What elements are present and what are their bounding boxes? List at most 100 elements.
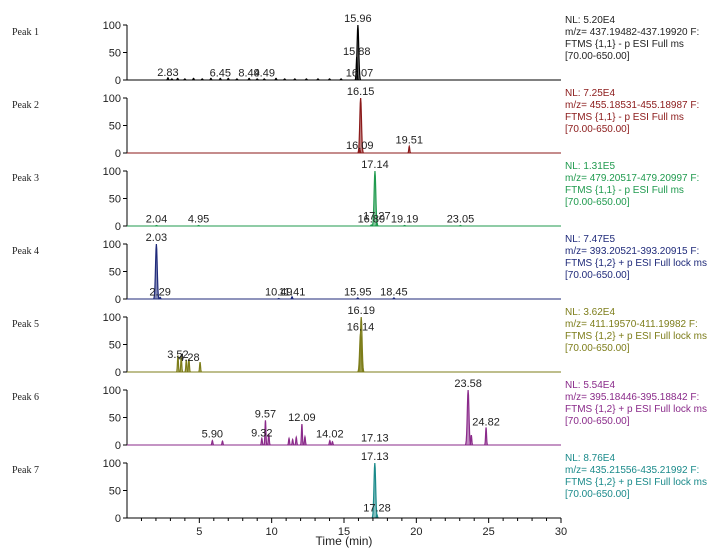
chromatogram-peak [153,243,160,299]
info-line: FTMS {1,2} + p ESI Full lock ms [565,331,707,342]
info-line: NL: 1.31E5 [565,161,615,172]
chromatogram-peak [200,78,204,81]
info-line: FTMS {1,2} + p ESI Full lock ms [565,404,707,415]
info-line: FTMS {1,1} - p ESI Full ms [565,185,684,196]
peak-rt-label: 14.02 [316,429,344,441]
y-tick-label: 100 [103,20,121,32]
chromatogram-peak [294,435,299,446]
chromatogram-peak [354,24,362,80]
info-line: [70.00-650.00] [565,197,630,208]
peak-rt-label: 4.28 [178,352,199,364]
peak-rt-label: 19.19 [391,213,419,225]
panel-title: Peak 4 [12,246,39,257]
y-tick-label: 0 [115,440,121,452]
chromatogram-peak [184,359,189,373]
chromatogram-peak [328,439,332,446]
info-line: NL: 3.62E4 [565,307,615,318]
chromatogram-peak [198,361,202,373]
peak-rt-label: 17.28 [363,503,391,515]
chromatogram-peak [235,78,239,81]
peak-rt-label: 2.83 [157,67,178,79]
info-line: NL: 7.25E4 [565,88,615,99]
panel-title: Peak 7 [12,465,39,476]
chromatogram-peak [176,77,180,81]
panel-title: Peak 3 [12,173,39,184]
chromatogram-peak [458,224,462,227]
y-tick-label: 0 [115,294,121,306]
peak-rt-label: 9.57 [255,408,276,420]
info-line: [70.00-650.00] [565,51,630,62]
info-line: NL: 7.47E5 [565,234,615,245]
info-line: [70.00-650.00] [565,270,630,281]
info-line: m/z= 455.18531-455.18987 F: [565,100,699,111]
chromatogram-peak [303,434,307,446]
x-tick-label: 10 [266,526,278,538]
peak-rt-label: 16.07 [346,67,374,79]
info-line: NL: 5.20E4 [565,15,615,26]
chromatogram-peak [403,224,407,227]
chromatogram-peak [266,433,271,446]
y-tick-label: 0 [115,367,121,379]
info-line: NL: 8.76E4 [565,453,615,464]
x-tick-label: 30 [555,526,567,538]
chromatogram-peak [183,78,187,81]
y-tick-label: 0 [115,513,121,525]
peak-rt-label: 4.95 [188,213,209,225]
info-line: m/z= 437.19482-437.19920 F: [565,27,699,38]
peak-rt-label: 17.27 [363,211,391,223]
chromatogram-peak [316,78,320,81]
chromatogram-peak [290,295,294,300]
chromatogram-peak [175,355,180,373]
peak-rt-label: 9.49 [254,67,275,79]
panel-title: Peak 1 [12,27,39,38]
chromatogram-peak [277,297,281,300]
chromatogram-peak [186,358,191,373]
chromatogram-peak [287,436,291,446]
info-line: m/z= 393.20521-393.20915 F: [565,246,699,257]
chromatogram-peak [263,420,268,446]
info-line: FTMS {1,2} + p ESI Full lock ms [565,477,707,488]
peak-rt-label: 2.29 [149,286,170,298]
y-tick-label: 50 [109,486,121,498]
chromatogram-peak [283,78,287,81]
peak-rt-label: 16.19 [347,305,375,317]
y-tick-label: 50 [109,121,121,133]
chromatogram-peak [464,389,472,445]
peak-rt-label: 5.90 [202,429,223,441]
info-line: [70.00-650.00] [565,489,630,500]
panel-title: Peak 5 [12,319,39,330]
panels-group: Peak 1 0 50 100 2.83 6.45 8.449.49 15.88 15.96 16… [12,13,707,525]
chromatogram-peak [484,427,489,446]
y-tick-label: 100 [103,385,121,397]
y-tick-label: 0 [115,148,121,160]
panel-title: Peak 6 [12,392,39,403]
chromatogram-peak [274,77,278,81]
peak-rt-label: 24.82 [472,417,500,429]
chromatogram-peak [371,170,379,226]
chromatogram-peak [210,439,215,446]
peak-rt-label: 18.45 [380,286,408,298]
peak-rt-label: 16.09 [346,140,374,152]
y-tick-label: 100 [103,239,121,251]
chromatogram-peak [226,77,230,81]
info-line: FTMS {1,1} - p ESI Full ms [565,39,684,50]
y-tick-label: 100 [103,312,121,324]
chromatogram-peak [218,77,222,81]
chromatogram-peak [371,462,378,518]
x-tick-label: 15 [338,526,350,538]
info-line: m/z= 435.21556-435.21992 F: [565,465,699,476]
chromatogram-peak [328,78,332,81]
chromatogram-peak [369,224,373,227]
chromatogram-peak [220,439,225,446]
panel-5: Peak 5 0 50 100 3.524.28 16.14 16.19 NL: 3.62E4… [12,305,707,379]
x-axis-label: Time (min) [316,534,373,548]
chromatogram-peak [255,78,259,81]
chromatogram-peak [407,144,412,154]
chromatogram-peak [191,77,196,81]
x-tick-label: 5 [196,526,202,538]
peak-rt-label: 9.32 [251,428,272,440]
peak-rt-label: 15.95 [344,286,372,298]
peak-rt-label: 16.15 [347,86,375,98]
